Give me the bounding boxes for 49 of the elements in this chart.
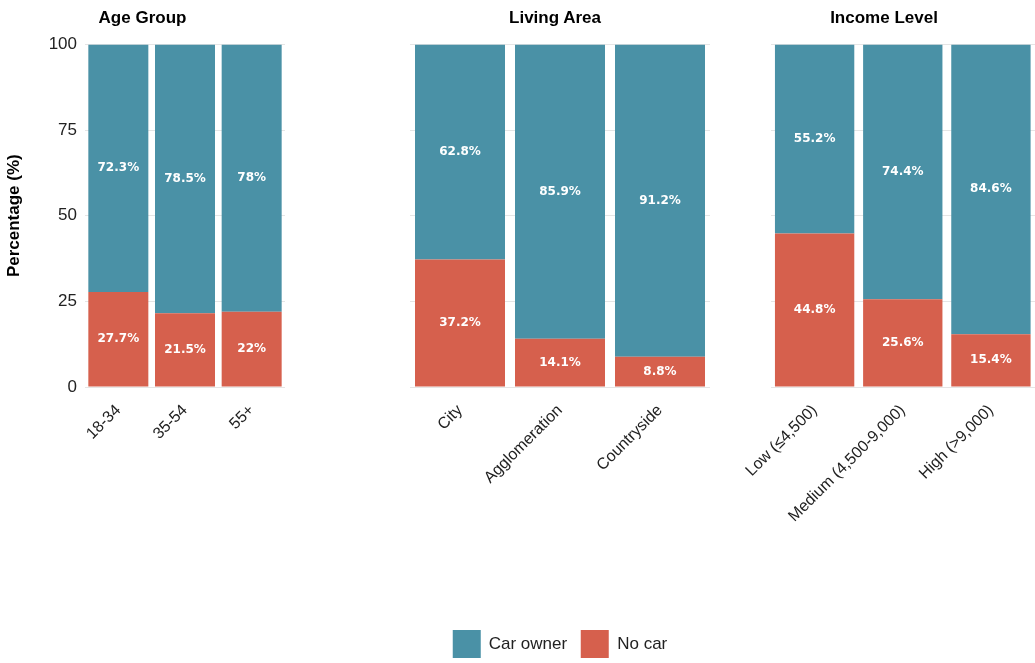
bar [515, 44, 605, 339]
data-label: 14.1% [539, 354, 581, 369]
data-label: 91.2% [639, 192, 681, 207]
data-label: 72.3% [97, 160, 140, 175]
bar [221, 311, 282, 387]
legend-label: Car owner [488, 634, 568, 654]
chart-title: Income Level [830, 7, 938, 27]
bar [415, 44, 505, 260]
data-label: 15.4% [970, 352, 1012, 367]
y-tick-label: 50 [58, 205, 77, 225]
bar [415, 259, 505, 387]
data-label: 78% [237, 170, 267, 185]
data-label: 74.4% [881, 163, 924, 178]
data-label: 27.7% [97, 331, 140, 346]
data-label: 55.2% [793, 131, 836, 146]
bar [863, 44, 943, 300]
bar [221, 44, 282, 312]
data-label: 21.5% [164, 342, 206, 357]
bar [615, 44, 705, 357]
data-label: 84.6% [970, 181, 1012, 196]
chart-title: Living Area [509, 7, 602, 27]
data-label: 25.6% [881, 335, 924, 350]
bar [774, 233, 855, 387]
y-tick-label: 75 [58, 119, 77, 139]
data-label: 37.2% [439, 315, 481, 330]
bar [615, 356, 705, 387]
bar [951, 334, 1031, 387]
bar [863, 299, 943, 387]
data-label: 78.5% [164, 171, 206, 185]
y-tick-label: 25 [58, 291, 77, 311]
bar [88, 292, 149, 387]
data-label: 8.8% [643, 363, 677, 378]
data-label: 62.8% [439, 144, 481, 159]
chart-title: Age Group [98, 7, 187, 27]
data-label: 22% [237, 341, 267, 356]
x-tick-label: 55+ [225, 401, 257, 433]
x-tick-label: City [433, 401, 466, 433]
bar [88, 44, 149, 293]
bar [155, 313, 215, 387]
legend-label: No car [617, 634, 668, 654]
y-axis-title: Percentage (%) [3, 154, 23, 278]
bar [155, 44, 215, 314]
y-tick-label: 0 [67, 376, 77, 396]
bar [515, 338, 605, 387]
bar [774, 44, 855, 234]
y-tick-label: 100 [48, 34, 77, 54]
data-label: 44.8% [793, 302, 836, 317]
bar [951, 44, 1031, 335]
data-label: 85.9% [539, 183, 581, 198]
